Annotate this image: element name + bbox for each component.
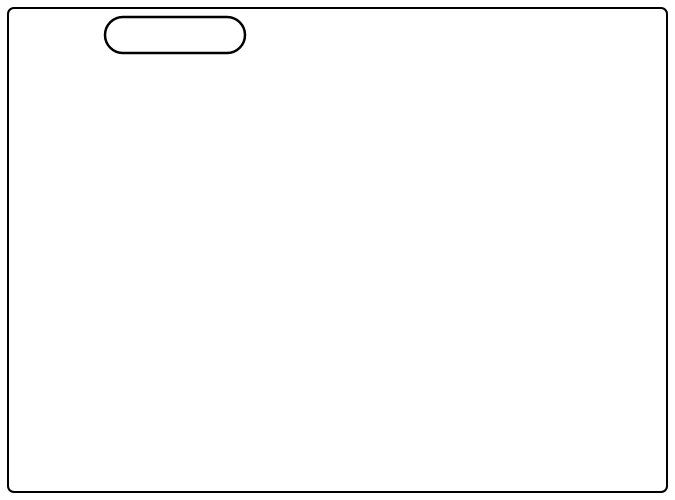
start-node [105,17,245,53]
figure-frame [8,8,667,492]
